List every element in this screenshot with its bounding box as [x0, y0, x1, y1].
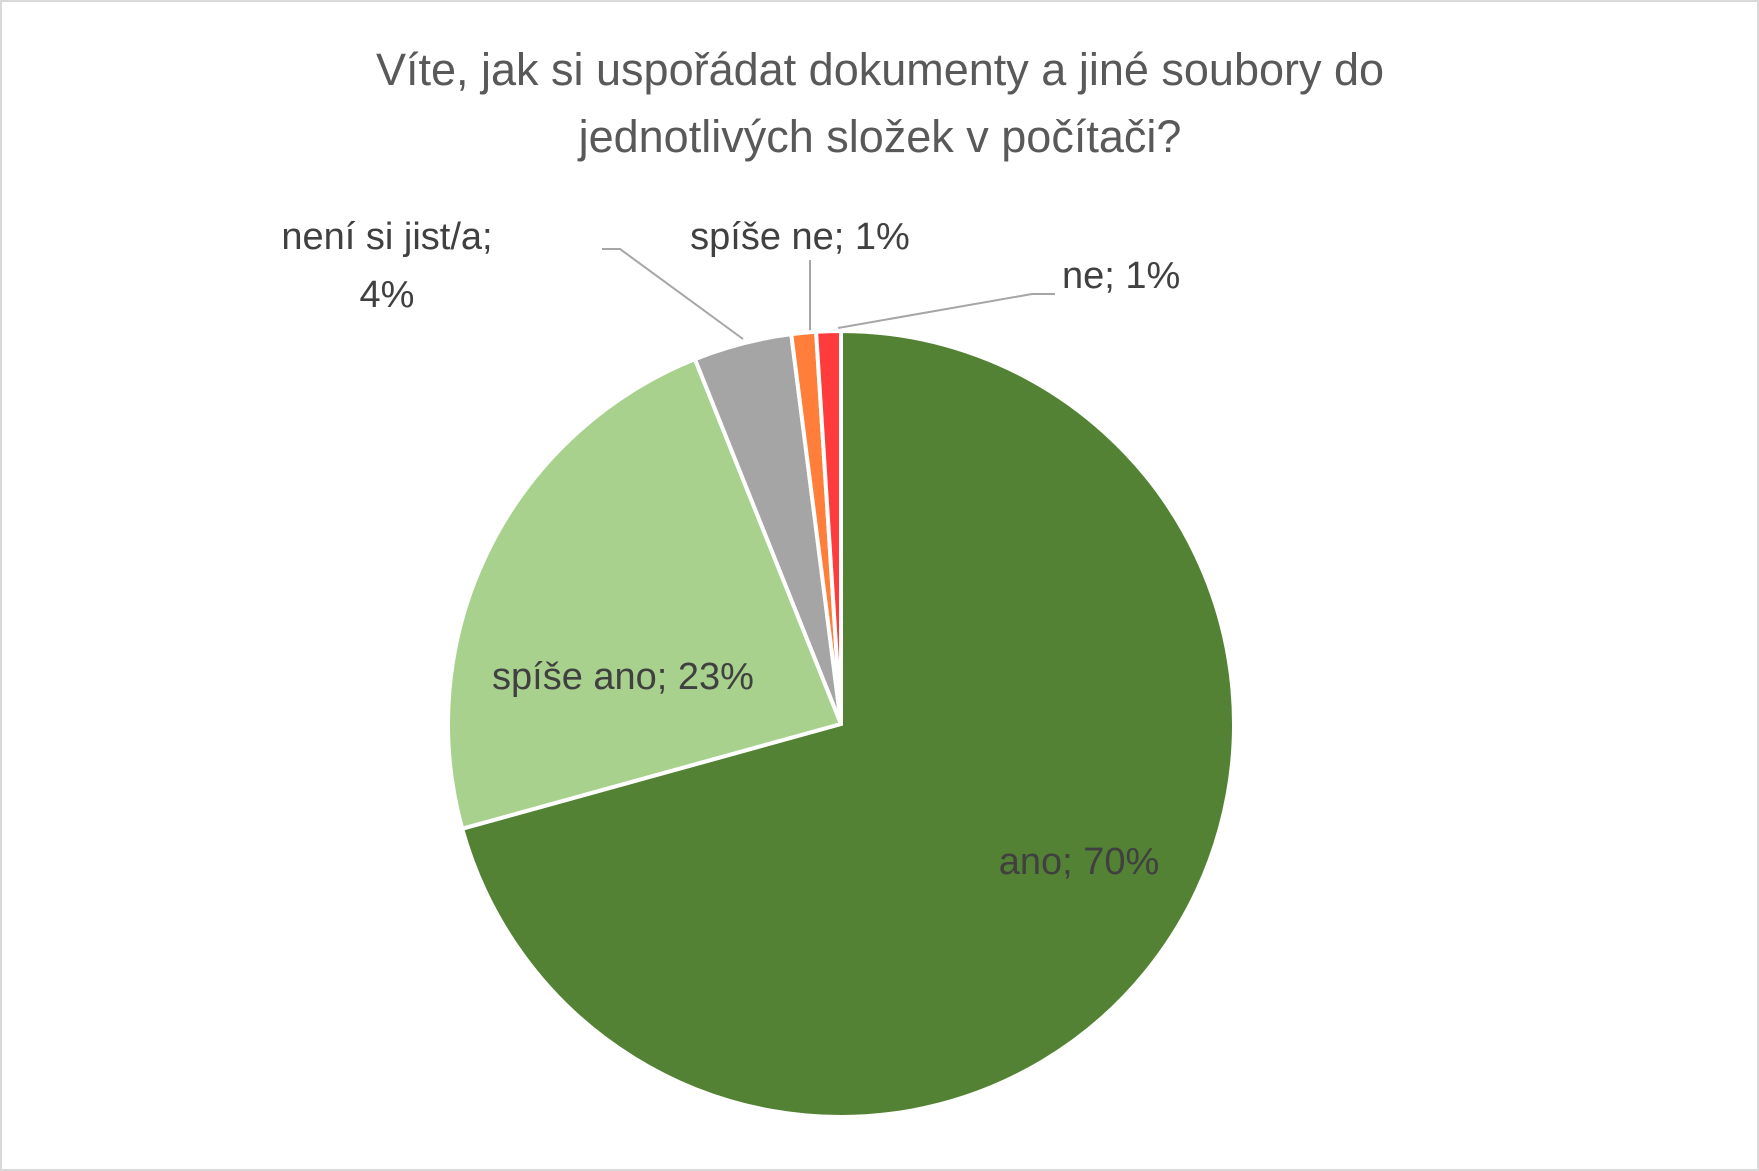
leader-line [602, 248, 744, 340]
data-label: ne; 1% [1062, 255, 1180, 297]
data-label: spíše ne; 1% [690, 216, 910, 258]
leader-line [837, 293, 1055, 329]
data-label: spíše ano; 23% [492, 656, 754, 698]
pie-slice [446, 357, 843, 831]
data-label: ano; 70% [999, 841, 1160, 883]
pie-slice [814, 329, 843, 726]
chart-title: Víte, jak si uspořádat dokumenty a jiné … [376, 44, 1384, 162]
pie-slice [460, 329, 1236, 1119]
data-label: není si jist/a; 4% [281, 216, 492, 316]
